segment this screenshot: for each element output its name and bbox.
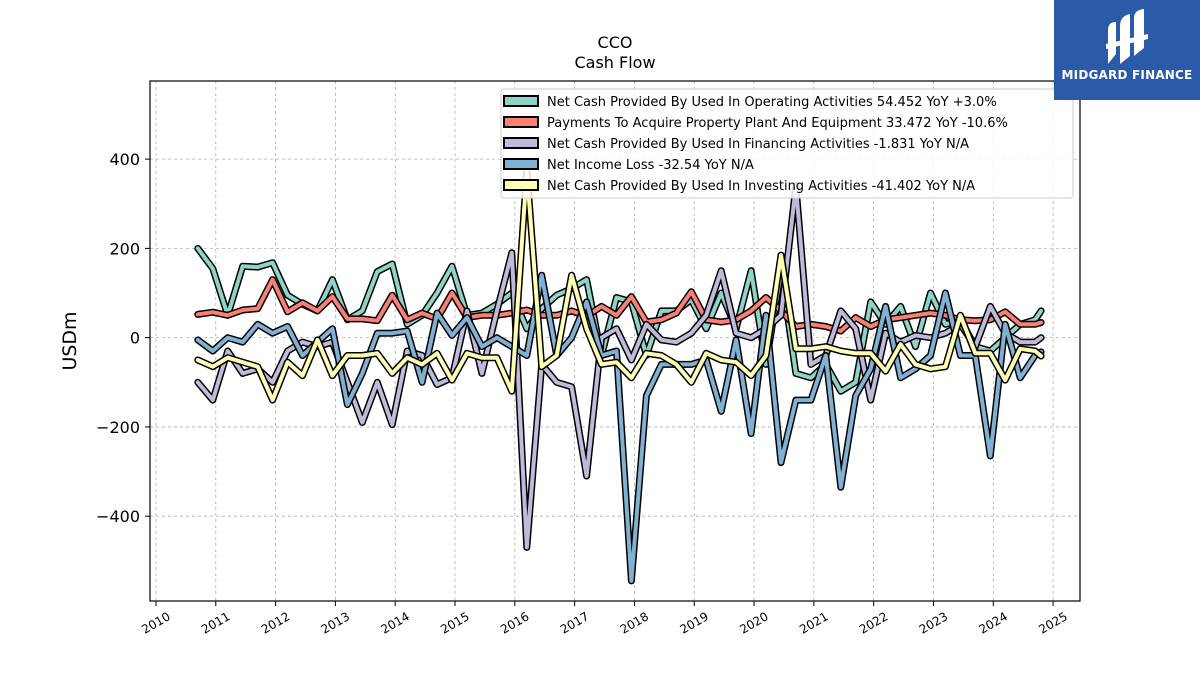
legend-swatch-2 [503, 137, 539, 149]
x-tick-label: 2019 [678, 609, 711, 636]
x-tick-label: 2024 [977, 609, 1010, 636]
x-tick-label: 2022 [857, 609, 890, 636]
legend-entry-4: Net Cash Provided By Used In Investing A… [547, 179, 975, 194]
series-line-1 [195, 277, 1044, 333]
plot-frame [149, 80, 1081, 602]
legend: Net Cash Provided By Used In Operating A… [500, 88, 1074, 199]
y-tick-label: 400 [109, 150, 140, 169]
y-tick-label: 0 [130, 329, 140, 348]
legend-entry-2: Net Cash Provided By Used In Financing A… [547, 137, 969, 152]
legend-entry-1: Payments To Acquire Property Plant And E… [547, 116, 1008, 131]
midgard-logo-icon [1106, 9, 1148, 64]
x-tick-label: 2011 [199, 609, 232, 636]
y-tick-label: 200 [109, 239, 140, 258]
x-tick-label: 2013 [319, 609, 352, 636]
legend-entry-3: Net Income Loss -32.54 YoY N/A [547, 158, 754, 173]
y-axis-label: USDm [59, 311, 81, 370]
legend-swatch-4 [503, 179, 539, 191]
legend-swatch-3 [503, 158, 539, 170]
series-lines [194, 166, 1045, 585]
y-tick-label: −200 [96, 418, 140, 437]
legend-box [500, 88, 1074, 199]
chart-subtitle: Cash Flow [574, 53, 655, 72]
legend-swatch-1 [503, 116, 539, 128]
axis-ticks: 2010 2011 2012 2013 2014 2015 2016 2017 2018 2019… [96, 150, 1070, 637]
legend-swatch-0 [503, 95, 539, 107]
x-tick-label: 2017 [558, 609, 591, 636]
x-tick-label: 2015 [438, 609, 471, 636]
x-tick-label: 2021 [797, 609, 830, 636]
series-outline-3 [194, 271, 1045, 585]
x-tick-label: 2018 [618, 609, 651, 636]
chart-title: CCO [598, 33, 633, 52]
x-tick-label: 2020 [737, 609, 770, 636]
x-tick-label: 2025 [1036, 609, 1069, 636]
x-tick-label: 2014 [378, 609, 411, 636]
series-line-4 [195, 168, 1044, 403]
midgard-finance-logo: MIDGARD FINANCE [1054, 0, 1200, 100]
series-line-0 [195, 246, 1044, 394]
x-tick-label: 2023 [917, 609, 950, 636]
x-tick-label: 2010 [139, 609, 172, 636]
x-tick-label: 2016 [498, 609, 531, 636]
legend-entry-0: Net Cash Provided By Used In Operating A… [547, 95, 997, 110]
logo-text: MIDGARD FINANCE [1061, 68, 1193, 82]
x-tick-label: 2012 [259, 609, 292, 636]
y-tick-label: −400 [96, 507, 140, 526]
